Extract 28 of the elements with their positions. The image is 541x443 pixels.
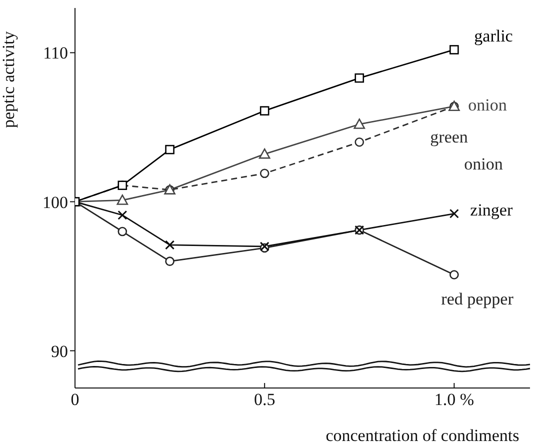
point	[450, 270, 459, 280]
point	[354, 73, 364, 83]
point	[260, 168, 270, 178]
y-tick-label: 110	[43, 44, 68, 63]
series-label: garlic	[474, 26, 514, 46]
point	[116, 194, 128, 205]
x-tick-label: 0.5	[254, 390, 276, 410]
point	[165, 256, 174, 266]
point	[354, 118, 366, 129]
y-tick-label: 90	[51, 342, 68, 361]
y-tick-label: 100	[42, 192, 68, 212]
point	[165, 240, 175, 250]
point	[118, 226, 128, 236]
point	[258, 148, 270, 159]
point	[450, 45, 459, 54]
series-label: green onion	[430, 127, 504, 174]
series-label: red pepper	[441, 290, 514, 309]
point	[449, 208, 459, 218]
series-label: onion	[468, 95, 508, 114]
point	[260, 106, 270, 116]
x-tick-label: 1.0 %	[434, 390, 474, 410]
point	[118, 210, 128, 220]
x-axis-title: concentration of condiments	[326, 426, 520, 443]
series-label: zinger	[470, 200, 513, 220]
x-tick-label: 0	[70, 390, 80, 410]
point	[165, 144, 174, 154]
y-axis-title: peptic activity	[0, 30, 18, 128]
point	[354, 137, 364, 147]
